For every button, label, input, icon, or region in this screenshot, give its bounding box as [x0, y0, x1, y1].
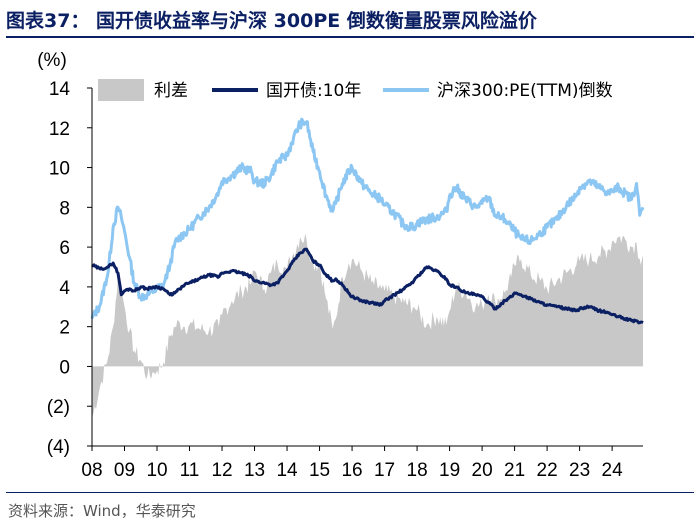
x-tick-label: 24	[602, 460, 624, 481]
line-layer	[90, 117, 645, 325]
x-tick-label: 09	[114, 460, 135, 481]
y-tick-label: 0	[59, 357, 70, 378]
x-tick-label: 14	[276, 460, 298, 481]
x-tick-label: 10	[146, 460, 167, 481]
y-tick-label: 6	[59, 238, 70, 259]
x-tick-label: 23	[569, 460, 590, 481]
x-tick-label: 16	[341, 460, 362, 481]
legend-item-spread: 利差	[98, 79, 188, 101]
legend-label-spread: 利差	[154, 81, 188, 101]
legend-item-cdb-10y: 国开债:10年	[212, 81, 361, 101]
x-tick-label: 12	[211, 460, 232, 481]
x-tick-label: 21	[504, 460, 525, 481]
spread-area-layer	[92, 233, 643, 419]
series-spread-area	[92, 233, 643, 419]
y-axis-unit-label: (%)	[37, 50, 67, 71]
legend: 利差 国开债:10年 沪深300:PE(TTM)倒数	[98, 79, 613, 101]
source-note: 资料来源：Wind，华泰研究	[8, 502, 196, 520]
legend-item-cdb-10y-label: 国开债:10年	[266, 81, 361, 101]
y-tick-label: (4)	[47, 437, 70, 458]
x-tick-label: 17	[374, 460, 395, 481]
x-tick-label: 13	[244, 460, 265, 481]
y-tick-label: (2)	[47, 397, 70, 418]
x-tick-label: 22	[537, 460, 558, 481]
y-tick-label: 14	[49, 79, 71, 100]
y-tick-label: 10	[49, 159, 70, 180]
legend-swatch-spread	[98, 79, 144, 101]
source-rule	[6, 492, 694, 493]
y-tick-label: 2	[59, 318, 70, 339]
series-cdb-10y-yield-line	[91, 247, 644, 325]
x-tick-label: 19	[439, 460, 460, 481]
figure-title: 图表37： 国开债收益率与沪深 300PE 倒数衡量股票风险溢价	[6, 10, 537, 32]
x-tick-label: 15	[309, 460, 330, 481]
y-tick-label: 4	[59, 278, 70, 299]
legend-item-hs300-pe-inverse: 沪深300:PE(TTM)倒数	[383, 81, 613, 101]
y-tick-label: 12	[49, 119, 70, 140]
title-rule	[6, 36, 694, 38]
x-tick-label: 20	[472, 460, 493, 481]
legend-item-hs300-pe-inverse-label: 沪深300:PE(TTM)倒数	[437, 81, 613, 101]
x-tick-label: 08	[81, 460, 102, 481]
series-hs300-pe-inverse-line	[90, 117, 645, 320]
y-tick-label: 8	[59, 198, 70, 219]
x-tick-label: 18	[407, 460, 428, 481]
x-tick-label: 11	[180, 460, 200, 481]
